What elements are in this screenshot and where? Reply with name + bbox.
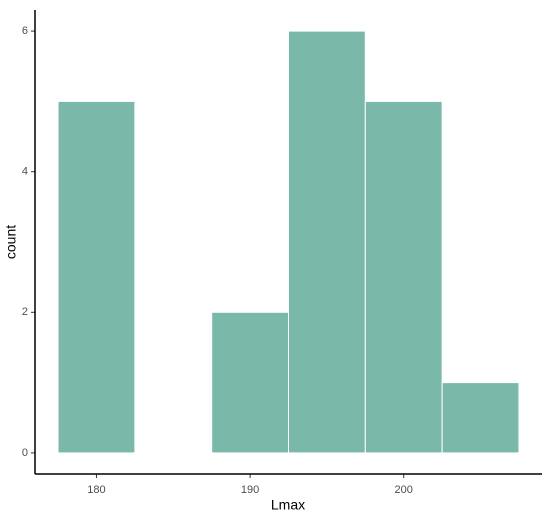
y-tick-label: 2 (22, 306, 28, 318)
x-tick-label: 200 (395, 484, 413, 496)
y-tick-label: 0 (22, 447, 28, 459)
y-tick-label: 4 (22, 166, 28, 178)
x-tick-label: 190 (241, 484, 259, 496)
y-tick-label: 6 (22, 25, 28, 37)
bar (211, 311, 290, 454)
x-tick-label: 180 (87, 484, 105, 496)
bar (57, 100, 136, 454)
x-axis-label: Lmax (271, 497, 305, 513)
bar (441, 382, 520, 454)
y-axis-label: count (3, 225, 19, 259)
bar (364, 100, 443, 454)
bar (288, 30, 366, 454)
